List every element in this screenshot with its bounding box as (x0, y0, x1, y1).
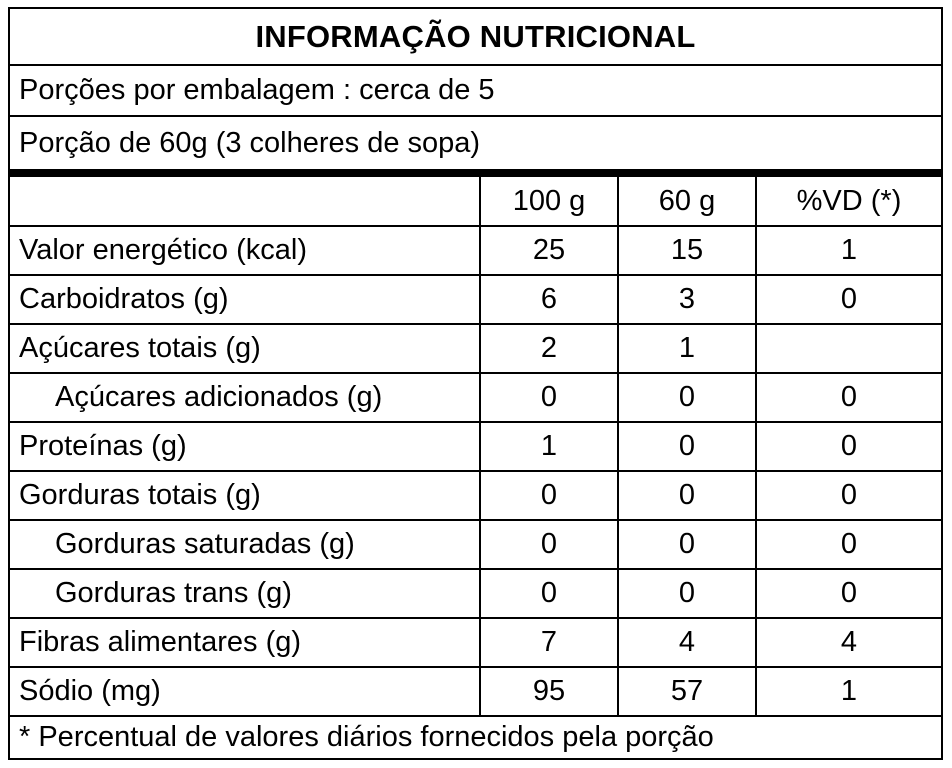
table-row: Sódio (mg) 95 57 1 (10, 668, 941, 717)
value-60g: 0 (619, 423, 757, 470)
table-row: Proteínas (g) 1 0 0 (10, 423, 941, 472)
value-60g: 0 (619, 570, 757, 617)
serving-size: Porção de 60g (3 colheres de sopa) (19, 126, 481, 159)
title-row: INFORMAÇÃO NUTRICIONAL (10, 9, 941, 66)
value-60g: 0 (619, 521, 757, 568)
table-row: Carboidratos (g) 6 3 0 (10, 276, 941, 325)
value-daily: 0 (840, 577, 858, 609)
value-100g: 2 (481, 325, 619, 372)
value-100g: 6 (481, 276, 619, 323)
header-label-cell (10, 177, 481, 225)
value-60g: 0 (619, 374, 757, 421)
nutrient-label: Carboidratos (g) (10, 276, 481, 323)
value-60g: 0 (619, 472, 757, 519)
value-60g: 57 (619, 668, 757, 715)
value-60g: 3 (619, 276, 757, 323)
value-100g: 25 (481, 227, 619, 274)
value-daily: 1 (840, 675, 858, 707)
table-row: Fibras alimentares (g) 7 4 4 (10, 619, 941, 668)
nutrient-label: Proteínas (g) (10, 423, 481, 470)
nutrition-facts-panel: INFORMAÇÃO NUTRICIONAL Porções por embal… (8, 7, 943, 760)
value-daily: 0 (840, 528, 858, 560)
nutrient-label: Valor energético (kcal) (10, 227, 481, 274)
value-daily: 0 (840, 430, 858, 462)
value-100g: 0 (481, 472, 619, 519)
value-100g: 7 (481, 619, 619, 666)
serving-size-row: Porção de 60g (3 colheres de sopa) (10, 117, 941, 177)
table-row: Açúcares adicionados (g) 0 0 0 (10, 374, 941, 423)
value-100g: 0 (481, 570, 619, 617)
servings-per-package: Porções por embalagem : cerca de 5 (19, 74, 495, 106)
servings-per-package-row: Porções por embalagem : cerca de 5 (10, 66, 941, 117)
value-daily: 1 (840, 234, 858, 266)
nutrition-table: 100 g 60 g %VD (*) Valor energético (kca… (10, 177, 941, 717)
footnote: * Percentual de valores diários fornecid… (19, 720, 714, 753)
value-60g: 15 (619, 227, 757, 274)
nutrient-label: Gorduras saturadas (g) (10, 521, 481, 568)
value-daily (757, 325, 941, 372)
nutrient-label: Açúcares totais (g) (10, 325, 481, 372)
value-100g: 1 (481, 423, 619, 470)
value-100g: 0 (481, 374, 619, 421)
table-header-row: 100 g 60 g %VD (*) (10, 177, 941, 227)
value-daily: 4 (840, 626, 858, 658)
header-daily-value: %VD (*) (796, 184, 902, 217)
header-100g: 100 g (481, 177, 619, 225)
value-daily: 0 (840, 381, 858, 413)
table-row: Açúcares totais (g) 2 1 (10, 325, 941, 374)
footnote-row: * Percentual de valores diários fornecid… (10, 714, 941, 760)
value-60g: 1 (619, 325, 757, 372)
value-100g: 95 (481, 668, 619, 715)
header-60g: 60 g (619, 177, 757, 225)
nutrient-label: Gorduras trans (g) (10, 570, 481, 617)
nutrient-label: Gorduras totais (g) (10, 472, 481, 519)
table-row: Gorduras trans (g) 0 0 0 (10, 570, 941, 619)
nutrient-label: Sódio (mg) (10, 668, 481, 715)
value-daily: 0 (840, 479, 858, 511)
panel-title: INFORMAÇÃO NUTRICIONAL (255, 18, 696, 54)
nutrient-label: Fibras alimentares (g) (10, 619, 481, 666)
table-row: Valor energético (kcal) 25 15 1 (10, 227, 941, 276)
value-daily: 0 (840, 283, 858, 315)
value-60g: 4 (619, 619, 757, 666)
nutrient-label: Açúcares adicionados (g) (10, 374, 481, 421)
value-100g: 0 (481, 521, 619, 568)
table-row: Gorduras saturadas (g) 0 0 0 (10, 521, 941, 570)
table-row: Gorduras totais (g) 0 0 0 (10, 472, 941, 521)
